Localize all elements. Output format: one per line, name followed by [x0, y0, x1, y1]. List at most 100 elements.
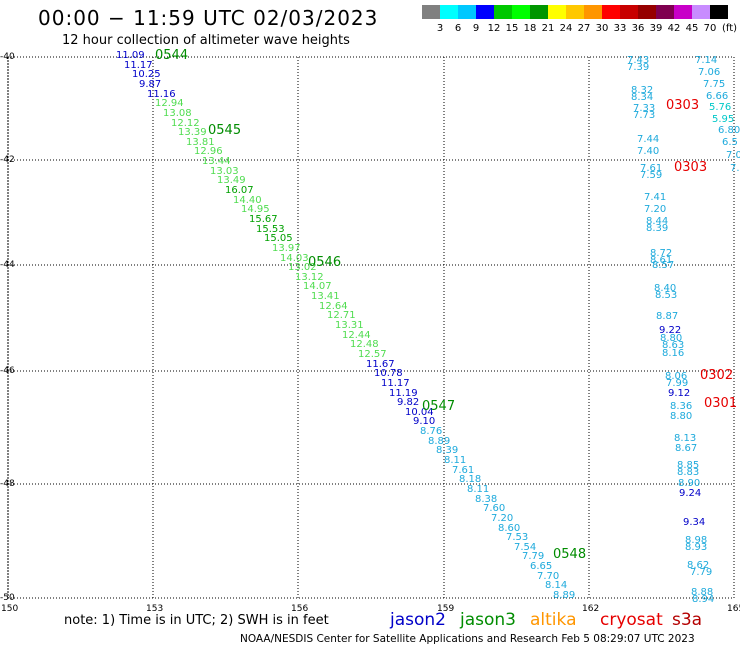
colorbar-label: 9 — [472, 23, 480, 34]
colorbar-swatch — [494, 5, 512, 19]
satellite-altika-label: altika — [530, 610, 577, 630]
wave-height-value: 7.20 — [491, 513, 514, 524]
lat-label: -50 — [0, 593, 15, 603]
wave-height-value: 12.57 — [358, 349, 387, 360]
wave-height-value: 7.20 — [644, 204, 667, 215]
colorbar-label: 36 — [631, 23, 645, 34]
wave-height-value: 8.83 — [677, 467, 700, 478]
colorbar-swatch — [476, 5, 494, 19]
wave-height-value: 7.60 — [483, 503, 506, 514]
wave-height-value: 7.40 — [637, 146, 660, 157]
colorbar-label: 3 — [436, 23, 444, 34]
wave-height-value: 6.66 — [706, 91, 729, 102]
wave-height-value: 5.95 — [712, 114, 735, 125]
colorbar-swatch — [566, 5, 584, 19]
wave-height-value: 8.06 — [665, 371, 688, 382]
colorbar-label: 21 — [541, 23, 555, 34]
wave-height-value: 8.80 — [670, 411, 693, 422]
wave-height-value: 13.12 — [295, 272, 324, 283]
wave-height-value: 12.48 — [350, 339, 379, 350]
wave-height-value: 8.36 — [670, 401, 693, 412]
colorbar-swatch — [710, 5, 728, 19]
track-time-label: 0548 — [553, 547, 587, 562]
wave-height-value: 7.75 — [703, 79, 726, 90]
colorbar-swatch — [620, 5, 638, 19]
satellite-jason2-label: jason2 — [390, 610, 446, 630]
wave-height-value: 7.14 — [695, 55, 718, 66]
colorbar-label: 18 — [523, 23, 537, 34]
wave-height-value: 12.96 — [194, 146, 223, 157]
wave-height-value: 8.87 — [656, 311, 679, 322]
wave-height-value: 6.65 — [530, 561, 553, 572]
wave-height-value: 7.53 — [506, 532, 529, 543]
wave-height-value: 8.67 — [675, 443, 698, 454]
colorbar-label: 27 — [577, 23, 591, 34]
colorbar-label: 30 — [595, 23, 609, 34]
wave-height-value: 9.22 — [659, 325, 682, 336]
wave-height-value: 11.19 — [389, 388, 418, 399]
wave-height-value: 8.57 — [652, 260, 675, 271]
wave-height-value: 14.95 — [241, 204, 270, 215]
wave-height-value: 8.89 — [553, 590, 576, 601]
map-subtitle: 12 hour collection of altimeter wave hei… — [62, 33, 350, 48]
wave-height-value: 7.61 — [640, 163, 663, 174]
wave-height-value: 13.81 — [186, 137, 215, 148]
wave-height-value: 14.07 — [303, 281, 332, 292]
wave-height-value: 8.13 — [674, 433, 697, 444]
wave-height-value: 9.34 — [683, 517, 706, 528]
colorbar-swatch — [602, 5, 620, 19]
lon-label: 150 — [1, 604, 19, 614]
note-text: note: 1) Time is in UTC; 2) SWH is in fe… — [64, 613, 329, 628]
colorbar-label: 70 — [703, 23, 717, 34]
lat-label: -48 — [0, 479, 15, 489]
wave-height-value: 5.76 — [709, 102, 732, 113]
wave-height-value: 8.94 — [692, 594, 715, 605]
colorbar-swatch — [512, 5, 530, 19]
wave-height-value: 8.89 — [428, 436, 451, 447]
wave-height-value: 7.54 — [514, 542, 537, 553]
track-time-label: 0546 — [308, 255, 342, 270]
wave-height-value: 12.71 — [327, 310, 356, 321]
wave-height-value: 13.41 — [311, 291, 340, 302]
wave-height-value: 8.62 — [687, 560, 710, 571]
colorbar-label: 39 — [649, 23, 663, 34]
map-title: 00:00 − 11:59 UTC 02/03/2023 — [38, 6, 379, 30]
wave-height-value: 8.14 — [545, 580, 568, 591]
lon-label: 156 — [291, 604, 309, 614]
lon-label: 162 — [582, 604, 600, 614]
wave-height-value: 8.72 — [650, 248, 673, 259]
colorbar-unit: (ft) — [722, 23, 738, 34]
wave-height-value: 8.53 — [655, 290, 678, 301]
wave-height-value: 10.78 — [374, 368, 403, 379]
wave-height-value: 8.61 — [650, 255, 673, 266]
wave-height-value: 16.07 — [225, 185, 254, 196]
wave-height-value: 11.09 — [116, 50, 145, 61]
wave-height-value: 13.31 — [335, 320, 364, 331]
lon-label: 159 — [437, 604, 455, 614]
wave-height-value: 8.76 — [420, 426, 443, 437]
wave-height-value: 8.88 — [691, 587, 714, 598]
wave-height-value: 11.16 — [147, 89, 176, 100]
wave-height-value: 11.67 — [366, 359, 395, 370]
wave-height-value: 8.39 — [646, 223, 669, 234]
track-time-label: 0303 — [666, 98, 700, 113]
wave-height-value: 13.49 — [217, 175, 246, 186]
wave-height-value: 8.44 — [646, 216, 669, 227]
wave-height-value: 15.05 — [264, 233, 293, 244]
wave-height-value: 12.12 — [171, 118, 200, 129]
wave-height-value: 14.03 — [280, 253, 309, 264]
wave-height-value: 8.40 — [654, 283, 677, 294]
colorbar-label: 42 — [667, 23, 681, 34]
wave-height-value: 7.0 — [726, 150, 740, 161]
map-frame — [7, 56, 735, 599]
wave-height-value: 13.44 — [202, 156, 231, 167]
wave-height-value: 11.17 — [381, 378, 410, 389]
colorbar-swatch — [584, 5, 602, 19]
wave-height-value: 8.90 — [678, 478, 701, 489]
wave-height-value: 14.40 — [233, 195, 262, 206]
wave-height-value: 8.63 — [662, 340, 685, 351]
wave-height-value: 7.73 — [633, 110, 656, 121]
wave-height-value: 7.99 — [666, 378, 689, 389]
wave-height-value: 9.87 — [139, 79, 162, 90]
